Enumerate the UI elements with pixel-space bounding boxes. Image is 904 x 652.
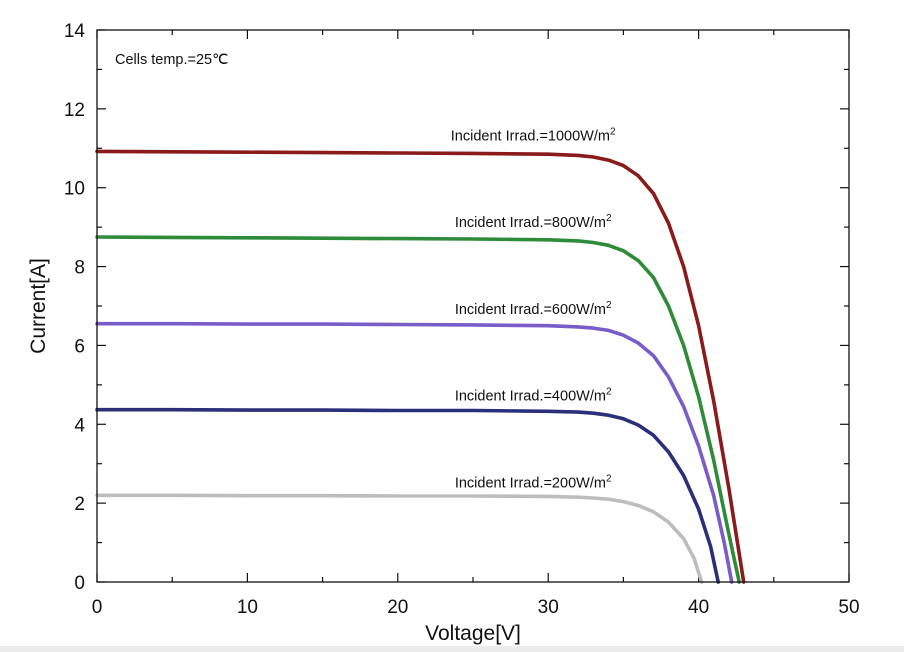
x-tick-label: 10	[237, 597, 258, 618]
series-label-5: Incident Irrad.=200W/m2	[455, 473, 612, 491]
bottom-strip	[0, 646, 904, 652]
y-tick-label: 6	[74, 336, 85, 357]
series-labels: Incident Irrad.=1000W/m2 Incident Irrad.=…	[451, 126, 616, 491]
x-tick-label: 0	[92, 597, 103, 618]
series-line-5	[95, 493, 704, 584]
x-tick-label: 40	[688, 597, 709, 618]
y-tick-label: 10	[64, 179, 85, 200]
series-label-3: Incident Irrad.=600W/m2	[455, 300, 612, 318]
x-tick-labels: 0 10 20 30 40 50	[92, 597, 860, 618]
series-lines	[95, 149, 746, 584]
plot-frame	[96, 29, 850, 583]
y-tick-label: 0	[74, 573, 85, 594]
series-line-2	[95, 235, 742, 584]
series-label-4: Incident Irrad.=400W/m2	[455, 387, 612, 405]
y-tick-labels: 0 2 4 6 8 10 12 14	[64, 21, 86, 594]
y-tick-label: 12	[64, 100, 85, 121]
x-tick-label: 50	[838, 597, 859, 618]
series-label-2: Incident Irrad.=800W/m2	[455, 213, 612, 231]
y-axis-title: Current[A]	[27, 258, 50, 354]
x-tick-label: 20	[387, 597, 408, 618]
cells-temp-annotation: Cells temp.=25℃	[115, 52, 228, 68]
series-line-3	[95, 321, 734, 584]
x-tick-label: 30	[538, 597, 559, 618]
series-label-1: Incident Irrad.=1000W/m2	[451, 126, 616, 144]
y-tick-label: 14	[64, 21, 86, 42]
y-tick-label: 8	[74, 258, 85, 279]
series-line-4	[95, 407, 721, 584]
x-axis-title: Voltage[V]	[425, 622, 521, 645]
y-tick-label: 2	[74, 494, 85, 515]
series-line-1	[95, 149, 746, 584]
y-tick-label: 4	[74, 415, 85, 436]
